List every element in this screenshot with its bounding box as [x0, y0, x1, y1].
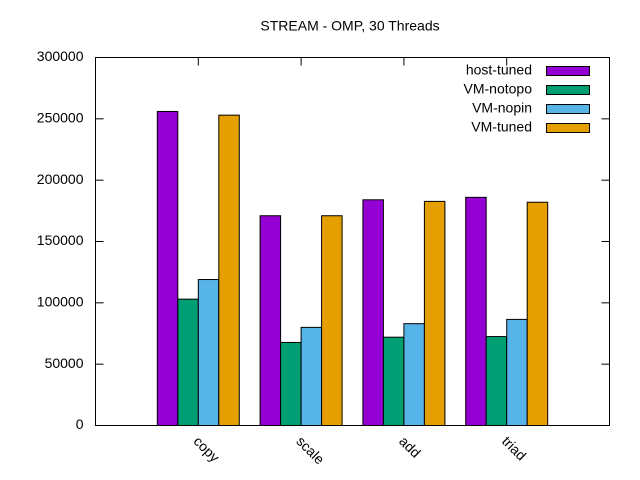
legend-label: host-tuned	[466, 62, 532, 78]
bar	[506, 318, 528, 427]
x-tick-label: add	[396, 433, 424, 461]
bar	[485, 336, 508, 427]
bar	[177, 298, 199, 426]
bar	[156, 110, 179, 427]
y-tick-label: 50000	[45, 355, 84, 371]
y-tick-label: 200000	[37, 171, 84, 187]
bar	[403, 323, 425, 427]
bar	[423, 200, 446, 426]
bar	[382, 336, 405, 426]
y-tick-label: 150000	[37, 232, 84, 248]
bar	[465, 196, 487, 426]
legend-swatch	[546, 66, 590, 76]
bar	[321, 215, 343, 426]
x-tick-label: scale	[293, 433, 328, 468]
bar	[300, 326, 323, 426]
legend-swatch	[546, 123, 590, 133]
legend-swatch	[546, 104, 590, 114]
legend-swatch	[546, 85, 590, 95]
y-tick-label: 250000	[37, 110, 84, 126]
y-tick-label: 300000	[37, 48, 84, 64]
bar	[362, 199, 384, 426]
chart-title: STREAM - OMP, 30 Threads	[260, 18, 439, 34]
legend-label: VM-tuned	[471, 119, 532, 135]
bar	[259, 215, 282, 426]
bar	[526, 201, 549, 426]
legend-label: VM-notopo	[464, 81, 533, 97]
legend-label: VM-nopin	[472, 100, 532, 116]
x-tick-label: triad	[499, 433, 530, 464]
y-tick-label: 0	[76, 416, 84, 432]
bar	[218, 114, 240, 427]
x-tick-label: copy	[191, 433, 223, 465]
bar	[280, 341, 302, 427]
y-tick-label: 100000	[37, 294, 84, 310]
bar	[197, 279, 220, 426]
